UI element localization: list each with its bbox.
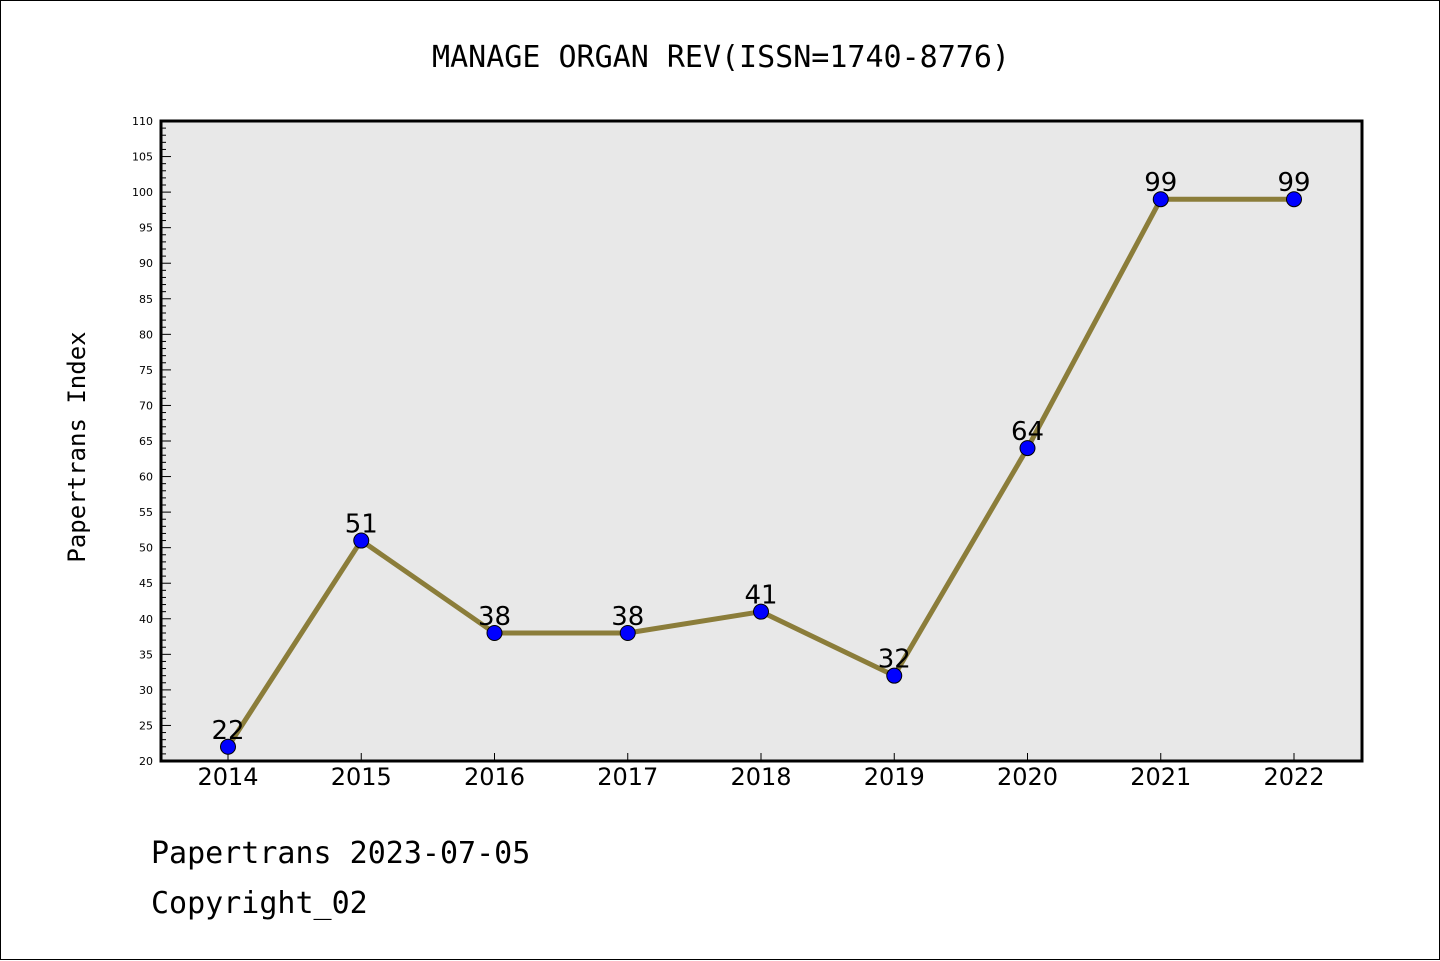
data-label: 51 (345, 510, 378, 540)
data-label: 64 (1011, 417, 1044, 447)
y-tick-label: 100 (132, 186, 153, 199)
y-tick-label: 95 (139, 222, 153, 235)
data-label: 99 (1277, 168, 1310, 198)
footer-date: Papertrans 2023-07-05 (151, 836, 531, 871)
footer-copyright: Copyright_02 (151, 886, 368, 921)
x-tick-label: 2019 (864, 763, 925, 791)
x-tick-label: 2016 (464, 763, 525, 791)
y-tick-label: 85 (139, 293, 153, 306)
ticks-layer: 20 25 30 35 40 45 50 55 60 65 70 75 80 85 90 95 100 105 11… (132, 115, 1325, 791)
data-point (619, 625, 636, 641)
x-tick-label: 2022 (1263, 763, 1324, 791)
data-point (1152, 191, 1169, 208)
data-point (353, 532, 370, 549)
y-tick-label: 110 (132, 115, 153, 128)
y-tick-label: 20 (139, 755, 153, 768)
data-point (886, 667, 903, 684)
plot-border (159, 119, 1364, 763)
y-tick-label: 80 (139, 328, 153, 341)
y-tick-label: 70 (139, 399, 153, 412)
x-tick-label: 2014 (197, 763, 258, 791)
y-tick-label: 75 (139, 364, 153, 377)
x-tick-label: 2017 (597, 763, 658, 791)
x-tick-label: 2020 (997, 763, 1058, 791)
data-point (753, 603, 769, 620)
data-label: 38 (611, 602, 644, 632)
y-tick-label: 60 (139, 471, 153, 484)
data-label: 99 (1144, 168, 1177, 198)
data-point (486, 625, 503, 641)
y-tick-label: 90 (139, 257, 153, 270)
chart-title: MANAGE ORGAN REV(ISSN=1740-8776) (432, 40, 1010, 75)
data-point (1019, 440, 1036, 457)
y-tick-label: 105 (132, 151, 153, 164)
y-tick-label: 30 (139, 684, 153, 697)
y-axis-label: Papertrans Index (63, 331, 91, 562)
data-point (1286, 191, 1302, 208)
y-tick-label: 40 (139, 613, 153, 626)
y-tick-label: 25 (139, 719, 153, 732)
y-tick-label: 65 (139, 435, 153, 448)
plot-area (161, 121, 1362, 761)
data-label: 32 (878, 645, 911, 675)
x-tick-label: 2018 (730, 763, 791, 791)
y-tick-label: 35 (139, 648, 153, 661)
y-tick-label: 55 (139, 506, 153, 519)
data-point (220, 738, 236, 755)
x-tick-label: 2015 (331, 763, 392, 791)
series-layer: 22 51 38 38 41 32 64 99 99 (211, 168, 1311, 755)
y-tick-label: 45 (139, 577, 153, 590)
data-label: 22 (211, 716, 244, 746)
x-tick-label: 2021 (1130, 763, 1191, 791)
data-label: 38 (478, 602, 511, 632)
y-tick-label: 50 (139, 542, 153, 555)
data-label: 41 (744, 581, 777, 611)
